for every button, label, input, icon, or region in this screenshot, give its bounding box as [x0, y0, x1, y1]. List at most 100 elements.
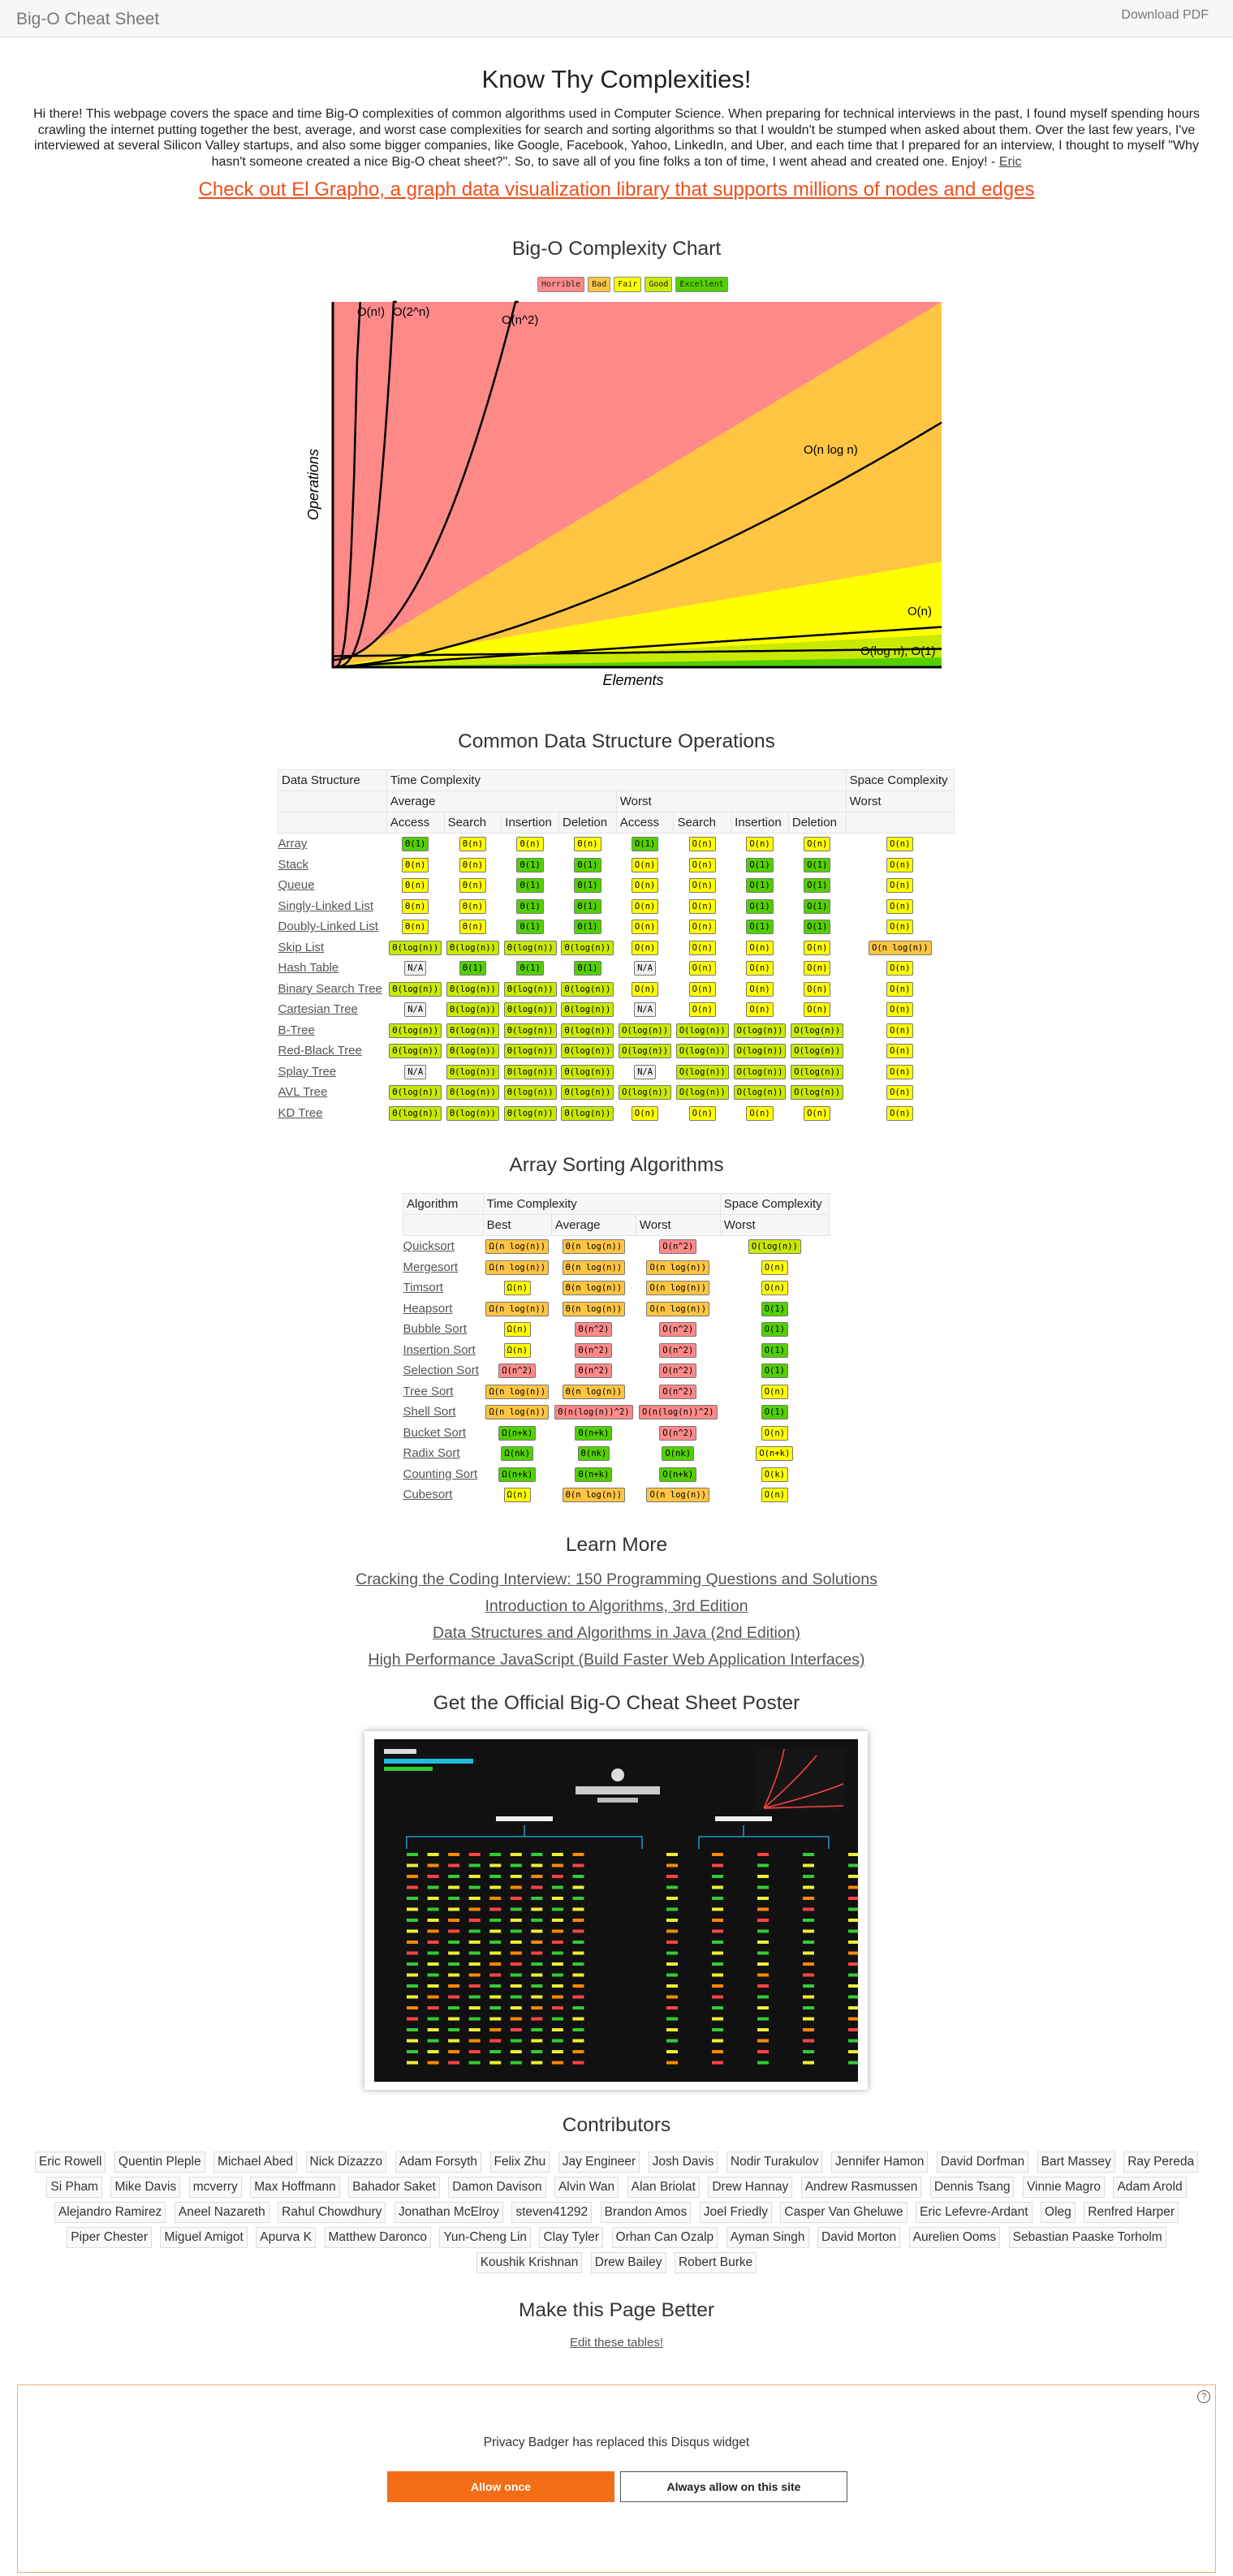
- ds-row: Cartesian Tree N/A Θ(log(n)) Θ(log(n)) Θ(log…: [278, 999, 955, 1020]
- ds-link-doubly-linked-list[interactable]: Doubly-Linked List: [278, 920, 378, 934]
- poster-cell: [712, 2050, 723, 2053]
- ds-link-cartesian-tree[interactable]: Cartesian Tree: [278, 1002, 358, 1017]
- contributor-link[interactable]: Bart Massey: [1037, 2152, 1115, 2173]
- contributor-link[interactable]: Brandon Amos: [600, 2202, 692, 2223]
- ds-link-skip-list[interactable]: Skip List: [278, 940, 325, 954]
- ds-link-array[interactable]: Array: [278, 837, 308, 851]
- brand-link[interactable]: Big-O Cheat Sheet: [16, 10, 160, 28]
- sort-link-cubesort[interactable]: Cubesort: [403, 1488, 453, 1502]
- contributor-link[interactable]: Vinnie Magro: [1022, 2177, 1105, 2198]
- sort-link-radix-sort[interactable]: Radix Sort: [403, 1446, 460, 1461]
- contributor-link[interactable]: Casper Van Gheluwe: [780, 2202, 908, 2223]
- contributor-link[interactable]: Jennifer Hamon: [830, 2152, 929, 2173]
- ds-link-stack[interactable]: Stack: [278, 857, 309, 872]
- contributor-link[interactable]: Dennis Tsang: [929, 2177, 1015, 2198]
- contributor-link[interactable]: Joel Friedly: [699, 2202, 772, 2223]
- ds-link-queue[interactable]: Queue: [278, 878, 315, 893]
- contributor-link[interactable]: Matthew Daronco: [324, 2227, 431, 2248]
- sort-link-insertion-sort[interactable]: Insertion Sort: [403, 1342, 476, 1357]
- sort-link-shell-sort[interactable]: Shell Sort: [403, 1405, 456, 1419]
- poster-image[interactable]: [364, 1731, 868, 2090]
- contributor-link[interactable]: Orhan Can Ozalp: [611, 2227, 718, 2248]
- contributor-link[interactable]: Sebastian Paaske Torholm: [1008, 2227, 1166, 2248]
- contributor-link[interactable]: Aurelien Ooms: [908, 2227, 1001, 2248]
- allow-once-button[interactable]: Allow once: [387, 2471, 614, 2502]
- ds-link-avl-tree[interactable]: AVL Tree: [278, 1085, 328, 1100]
- contributor-link[interactable]: Alejandro Ramirez: [54, 2202, 166, 2223]
- sort-link-mergesort[interactable]: Mergesort: [403, 1260, 459, 1274]
- contributor-link[interactable]: Oleg: [1041, 2202, 1076, 2223]
- contributor-link[interactable]: Damon Davison: [448, 2177, 546, 2198]
- contributor-link[interactable]: Rahul Chowdhury: [278, 2202, 386, 2223]
- contributor-link[interactable]: Miguel Amigot: [160, 2227, 248, 2248]
- sort-link-timsort[interactable]: Timsort: [403, 1281, 443, 1295]
- contributor-link[interactable]: steven41292: [511, 2202, 593, 2223]
- contributor-link[interactable]: Nick Dizazzo: [305, 2152, 387, 2173]
- contributor-link[interactable]: Apurva K: [256, 2227, 317, 2248]
- contributor-link[interactable]: Renfred Harper: [1084, 2202, 1179, 2223]
- contributor-link[interactable]: Ayman Singh: [726, 2227, 809, 2248]
- author-link[interactable]: Eric: [998, 154, 1022, 169]
- contributor-link[interactable]: Aneel Nazareth: [174, 2202, 269, 2223]
- ds-link-splay-tree[interactable]: Splay Tree: [278, 1064, 337, 1079]
- contributor-link[interactable]: Adam Arold: [1113, 2177, 1187, 2198]
- ds-link-kd-tree[interactable]: KD Tree: [278, 1105, 323, 1120]
- always-allow-button[interactable]: Always allow on this site: [620, 2471, 847, 2502]
- download-pdf-link[interactable]: Download PDF: [1121, 8, 1209, 22]
- learn-link-ctci[interactable]: Cracking the Coding Interview: 150 Progr…: [356, 1570, 877, 1588]
- el-grapho-promo-link[interactable]: Check out El Grapho, a graph data visual…: [198, 179, 1035, 200]
- learn-link-hp-js[interactable]: High Performance JavaScript (Build Faste…: [368, 1651, 865, 1669]
- contributor-link[interactable]: Bahador Saket: [348, 2177, 440, 2198]
- contributor-link[interactable]: Felix Zhu: [489, 2152, 550, 2173]
- contributor-link[interactable]: Quentin Pleple: [114, 2152, 205, 2173]
- sort-link-heapsort[interactable]: Heapsort: [403, 1301, 453, 1316]
- sort-link-bucket-sort[interactable]: Bucket Sort: [403, 1425, 467, 1440]
- sort-row: Bucket Sort Ω(n+k) Θ(n+k) O(n^2) O(n): [403, 1423, 830, 1444]
- poster-cell: [407, 2039, 418, 2043]
- complexity-badge: O(n): [746, 981, 774, 997]
- contributor-link[interactable]: Mike Davis: [110, 2177, 181, 2198]
- contributor-link[interactable]: Michael Abed: [213, 2152, 298, 2173]
- contributor-link[interactable]: Eric Lefevre-Ardant: [916, 2202, 1033, 2223]
- contributor-link[interactable]: Jay Engineer: [558, 2152, 640, 2173]
- help-icon[interactable]: ?: [1197, 2390, 1210, 2403]
- sort-link-counting-sort[interactable]: Counting Sort: [403, 1467, 478, 1481]
- contributor-link[interactable]: David Morton: [817, 2227, 901, 2248]
- contributor-link[interactable]: Si Pham: [46, 2177, 102, 2198]
- ds-link-red-black-tree[interactable]: Red-Black Tree: [278, 1044, 362, 1058]
- contributor-link[interactable]: Alvin Wan: [554, 2177, 619, 2198]
- contributor-link[interactable]: Max Hoffmann: [250, 2177, 340, 2198]
- ds-link-singly-linked-list[interactable]: Singly-Linked List: [278, 898, 374, 913]
- contributor-link[interactable]: Drew Bailey: [590, 2252, 666, 2273]
- ds-link-hash-table[interactable]: Hash Table: [278, 961, 339, 976]
- sort-link-tree-sort[interactable]: Tree Sort: [403, 1384, 454, 1398]
- contributor-link[interactable]: Josh Davis: [648, 2152, 718, 2173]
- contributor-link[interactable]: Jonathan McElroy: [394, 2202, 503, 2223]
- contributor-link[interactable]: Nodir Turakulov: [726, 2152, 823, 2173]
- learn-link-dsa-java[interactable]: Data Structures and Algorithms in Java (…: [432, 1624, 801, 1642]
- contributor-link[interactable]: Yun-Cheng Lin: [439, 2227, 532, 2248]
- contributor-link[interactable]: mcverry: [188, 2177, 242, 2198]
- contributor-link[interactable]: Adam Forsyth: [394, 2152, 482, 2173]
- contributor-link[interactable]: Andrew Rasmussen: [800, 2177, 922, 2198]
- contributor-link[interactable]: Alan Briolat: [627, 2177, 700, 2198]
- poster-cell: [468, 1951, 481, 1955]
- contributor-link[interactable]: Koushik Krishnan: [476, 2252, 583, 2273]
- sort-link-quicksort[interactable]: Quicksort: [403, 1239, 455, 1254]
- learn-link-clrs[interactable]: Introduction to Algorithms, 3rd Edition: [485, 1597, 748, 1615]
- poster-cell: [407, 1929, 418, 1933]
- contributor-link[interactable]: David Dorfman: [936, 2152, 1029, 2173]
- contributor-link[interactable]: Eric Rowell: [34, 2152, 106, 2173]
- sort-link-bubble-sort[interactable]: Bubble Sort: [403, 1322, 467, 1337]
- ds-link-binary-search-tree[interactable]: Binary Search Tree: [278, 981, 382, 996]
- poster-cell: [572, 1875, 584, 1878]
- contributor-link[interactable]: Piper Chester: [67, 2227, 153, 2248]
- complexity-badge: Ω(n log(n)): [485, 1301, 550, 1316]
- edit-tables-link[interactable]: Edit these tables!: [569, 2336, 664, 2350]
- contributor-link[interactable]: Robert Burke: [674, 2252, 757, 2273]
- sort-link-selection-sort[interactable]: Selection Sort: [403, 1363, 479, 1378]
- contributor-link[interactable]: Ray Pereda: [1123, 2152, 1199, 2173]
- contributor-link[interactable]: Drew Hannay: [708, 2177, 793, 2198]
- contributor-link[interactable]: Clay Tyler: [539, 2227, 604, 2248]
- ds-link-b-tree[interactable]: B-Tree: [278, 1023, 315, 1037]
